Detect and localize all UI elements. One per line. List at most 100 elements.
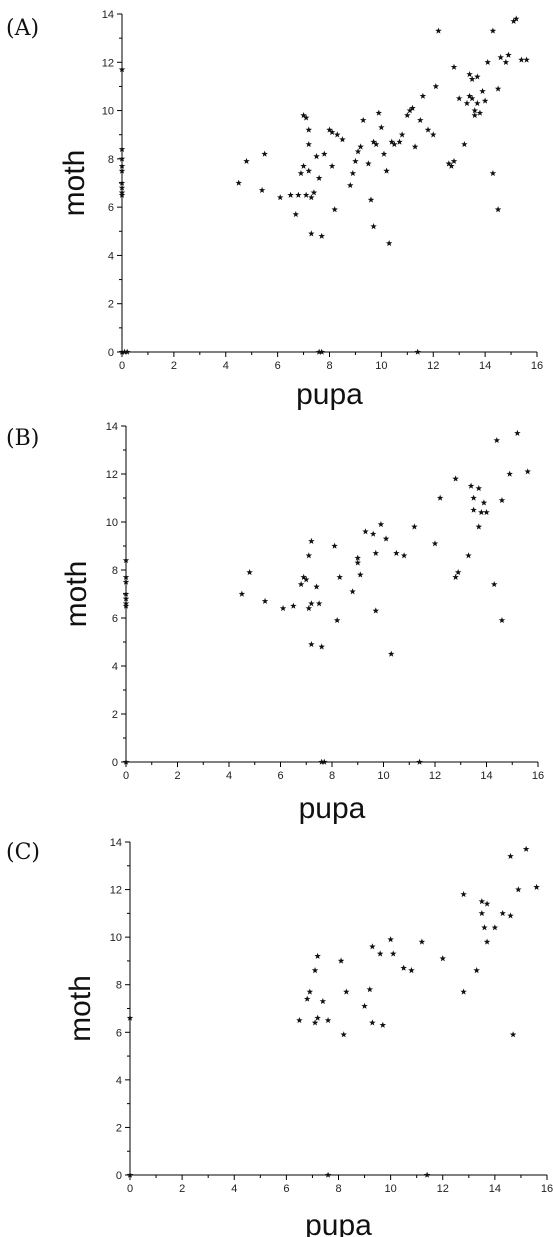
data-point [475, 523, 483, 530]
data-point [476, 109, 484, 116]
data-point [452, 475, 459, 482]
data-point [461, 140, 468, 148]
x-tick-label: 4 [231, 1183, 237, 1195]
data-point [468, 75, 476, 82]
data-point [452, 573, 459, 580]
data-point [423, 1171, 431, 1178]
data-point [118, 145, 126, 152]
data-point [126, 1171, 134, 1178]
data-point [340, 1031, 347, 1038]
x-tick-label: 2 [174, 770, 180, 782]
y-tick-label: 0 [112, 757, 118, 769]
data-point [375, 109, 383, 116]
y-tick-label: 0 [116, 1170, 122, 1182]
data-point [305, 167, 312, 174]
data-point [318, 758, 325, 765]
data-point [354, 554, 361, 561]
y-tick-label: 0 [108, 347, 114, 359]
data-point [494, 206, 502, 213]
data-point [450, 63, 458, 70]
scatter-plot: 0 2 4 6 8 10 12 14 16 0 2 4 6 8 10 12 14 pupa moth [64, 837, 553, 1237]
x-tick-label: 0 [127, 1183, 133, 1195]
data-point [387, 650, 395, 657]
data-point [411, 523, 418, 530]
data-point [311, 1019, 319, 1026]
chart-panel-c: (C) 0 2 4 6 8 10 12 14 16 0 2 4 6 8 10 12 14 pupa moth [0, 822, 553, 1237]
data-point [297, 581, 305, 588]
data-point [391, 140, 398, 148]
data-point [361, 1002, 368, 1009]
data-point [494, 85, 502, 92]
data-point [498, 617, 506, 624]
data-point [370, 223, 377, 230]
x-tick-label: 2 [179, 1183, 185, 1195]
y-axis-title: moth [64, 975, 97, 1042]
y-tick-label: 14 [110, 837, 122, 849]
data-point [471, 107, 478, 114]
data-point [369, 1019, 376, 1026]
data-point [455, 95, 463, 102]
data-point [499, 909, 506, 917]
data-point [357, 571, 364, 578]
data-point [331, 542, 338, 549]
y-tick-label: 14 [102, 9, 114, 21]
y-tick-label: 4 [108, 250, 114, 262]
data-point [470, 506, 477, 513]
data-point [372, 549, 380, 556]
x-tick-label: 10 [377, 770, 389, 782]
x-tick-label: 12 [427, 360, 439, 372]
data-point [302, 114, 310, 121]
data-point [279, 605, 287, 612]
data-point [417, 116, 424, 123]
y-axis-title: moth [58, 150, 91, 217]
data-point [483, 938, 491, 945]
data-point [337, 957, 345, 964]
panel-label: (B) [6, 426, 40, 451]
data-point [118, 179, 126, 186]
data-point [331, 206, 338, 213]
data-point [318, 348, 325, 355]
data-point [290, 602, 297, 609]
data-point [276, 194, 284, 201]
x-tick-label: 0 [119, 360, 125, 372]
data-point [328, 162, 336, 169]
data-point [296, 1016, 303, 1024]
data-point [390, 950, 397, 957]
data-point [122, 573, 130, 580]
data-point [243, 157, 250, 165]
y-tick-label: 2 [112, 709, 118, 721]
data-point [121, 348, 128, 355]
data-point [478, 509, 485, 516]
data-point [314, 1014, 321, 1021]
data-point [470, 494, 477, 501]
y-tick-label: 10 [102, 106, 114, 118]
x-tick-label: 14 [489, 1183, 501, 1195]
data-point [523, 56, 530, 63]
data-point [118, 348, 126, 355]
y-tick-label: 6 [108, 202, 114, 214]
data-point [460, 890, 467, 898]
data-point [300, 112, 307, 119]
y-tick-label: 2 [108, 299, 114, 311]
data-point [491, 924, 499, 931]
data-point [380, 150, 388, 157]
data-point [370, 138, 377, 145]
data-point [483, 900, 491, 907]
y-tick-label: 2 [116, 1122, 122, 1134]
data-point [315, 600, 323, 607]
x-tick-label: 6 [277, 770, 283, 782]
data-point [261, 597, 269, 604]
data-point [118, 66, 126, 73]
x-tick-label: 2 [171, 360, 177, 372]
data-point [235, 179, 242, 186]
chart-panel-a: (A) 0 2 4 6 8 10 12 14 16 0 2 4 6 8 10 12 14 pupa moth [0, 0, 553, 411]
y-tick-label: 10 [110, 932, 122, 944]
x-tick-label: 16 [541, 1183, 553, 1195]
data-point [362, 528, 369, 535]
data-point [483, 509, 490, 516]
x-tick-label: 12 [437, 1183, 449, 1195]
x-tick-label: 14 [479, 360, 491, 372]
y-tick-label: 8 [116, 980, 122, 992]
x-tick-label: 10 [385, 1183, 397, 1195]
data-point [524, 468, 531, 475]
